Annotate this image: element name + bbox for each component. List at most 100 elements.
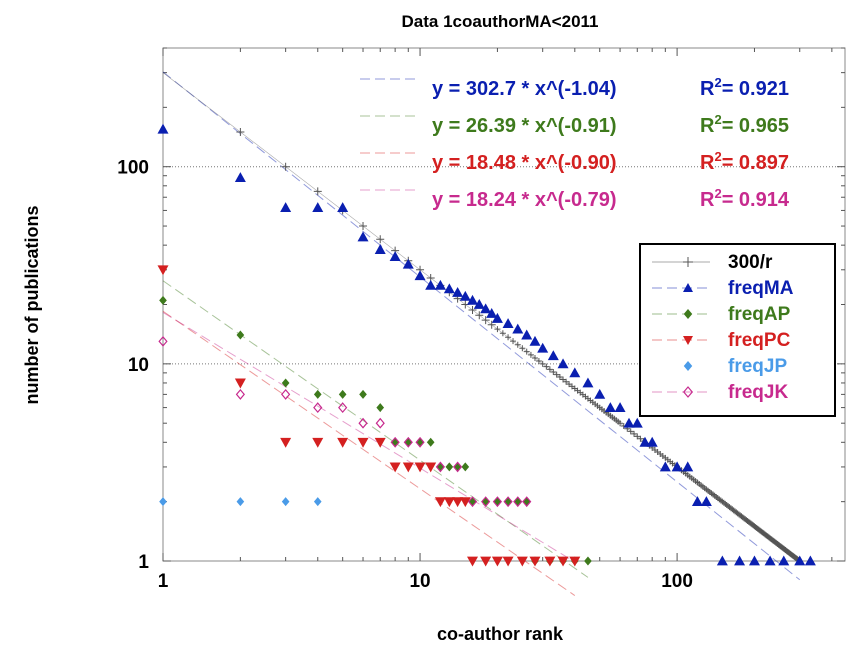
data-point [491, 312, 503, 323]
legend-entry-freqPC: freqPC [728, 330, 791, 351]
data-point [389, 251, 401, 261]
data-point [235, 388, 245, 400]
reference-point [475, 311, 484, 320]
data-point [748, 555, 760, 566]
legend-entry-freqJK: freqJK [728, 382, 788, 403]
data-point [467, 496, 478, 508]
data-point [312, 202, 324, 213]
data-point [646, 436, 658, 447]
data-point [403, 436, 413, 448]
data-point [159, 497, 167, 507]
data-point [357, 437, 369, 448]
fit-line-freqPC [162, 310, 576, 596]
data-point [659, 461, 671, 472]
reference-point [519, 345, 526, 352]
axis-ticks: 1 10 100 1 10 100 [117, 47, 845, 592]
reference-point [553, 371, 560, 378]
data-point [445, 462, 454, 472]
data-point [415, 436, 425, 448]
data-point [502, 318, 514, 329]
series-freqPC [157, 265, 581, 567]
data-point [529, 556, 541, 567]
data-point [467, 556, 479, 567]
reference-point [359, 222, 368, 231]
data-point [513, 497, 522, 507]
legend-marker [683, 336, 693, 345]
data-point [236, 330, 245, 340]
data-point [716, 555, 728, 566]
data-point [682, 461, 694, 472]
y-tick-label: 100 [117, 158, 149, 179]
data-point [467, 294, 479, 305]
x-tick-label: 100 [661, 571, 693, 592]
data-point [452, 497, 464, 508]
reference-point [637, 435, 644, 442]
legend-marker [683, 257, 693, 267]
data-point [280, 437, 292, 448]
data-point [313, 389, 322, 399]
data-point [425, 462, 437, 473]
data-point [631, 417, 643, 428]
data-point [569, 556, 581, 567]
data-point [443, 497, 455, 508]
data-point [547, 350, 559, 361]
data-point [512, 323, 524, 334]
legend-marker [683, 309, 693, 319]
data-points [157, 72, 816, 567]
data-point [452, 461, 463, 473]
data-point [434, 497, 446, 508]
r-squared-freqMA: R2= 0.921 [700, 75, 789, 100]
data-point [313, 497, 322, 507]
data-point [537, 342, 549, 353]
data-point [459, 497, 471, 508]
data-point [594, 388, 606, 399]
data-point [402, 258, 414, 269]
data-point [614, 402, 626, 412]
reference-point [514, 341, 521, 348]
data-point [764, 555, 776, 566]
data-point [639, 436, 651, 447]
data-point [374, 244, 386, 254]
series-freqMA [157, 123, 816, 566]
legend: 300/r freqMA freqAP freqPC freqJP freqJK [639, 243, 836, 417]
data-point [312, 437, 324, 448]
data-point [313, 402, 323, 414]
data-point [513, 496, 523, 508]
data-point [461, 462, 470, 472]
data-point [452, 287, 464, 297]
reference-point [481, 316, 490, 325]
legend-marker [682, 386, 694, 398]
reference-point [487, 320, 496, 329]
data-point [480, 556, 492, 567]
data-point [492, 496, 503, 508]
r-squared-freqAP: R2= 0.965 [700, 112, 789, 137]
reference-point [281, 162, 290, 171]
data-point [402, 462, 414, 473]
fit-equation-freqJK: y = 18.24 * x^(-0.79) [432, 189, 617, 211]
data-point [404, 437, 413, 447]
data-point [734, 555, 746, 566]
data-point [691, 496, 703, 507]
reference-point [546, 366, 553, 373]
fit-line-freqAP [162, 280, 589, 578]
reference-point [535, 357, 542, 364]
series-freqJK [158, 335, 532, 508]
data-point [358, 417, 368, 429]
data-point [157, 123, 169, 134]
data-point [375, 417, 385, 429]
data-point [516, 556, 528, 567]
data-point [426, 437, 435, 447]
data-point [280, 202, 292, 213]
reference-point [556, 374, 563, 381]
data-point [459, 290, 471, 301]
y-axis-label: number of publications [22, 205, 42, 404]
data-point [337, 437, 349, 448]
reference-point [523, 348, 530, 355]
reference-point [505, 334, 512, 341]
data-point [236, 497, 245, 507]
data-point [374, 437, 386, 448]
reference-point [560, 376, 567, 383]
reference-point [631, 430, 638, 437]
data-point [157, 265, 169, 276]
